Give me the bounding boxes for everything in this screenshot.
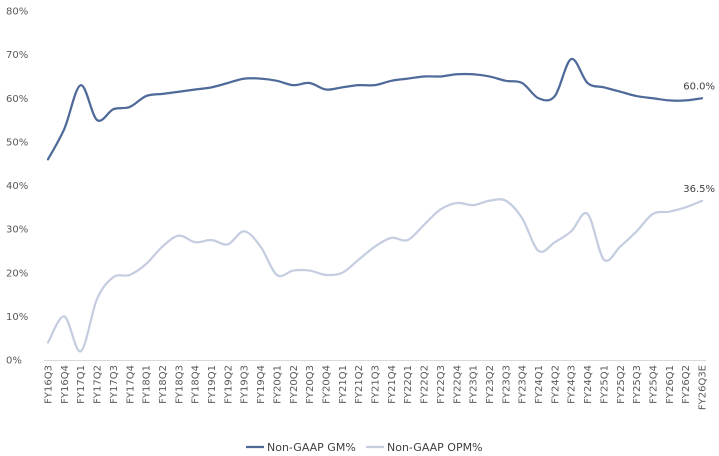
x-tick-label: FY23Q4 — [518, 365, 529, 404]
y-tick-label: 20% — [6, 268, 28, 279]
x-tick-label: FY20Q1 — [272, 365, 283, 404]
y-tick-label: 50% — [6, 137, 28, 148]
legend-label: Non-GAAP OPM% — [387, 441, 483, 454]
x-tick-label: FY24Q4 — [583, 365, 594, 404]
x-tick-label: FY23Q3 — [501, 365, 512, 404]
x-tick-label: FY17Q4 — [125, 365, 136, 404]
legend: Non-GAAP GM% Non-GAAP OPM% — [246, 441, 483, 454]
x-tick-label: FY20Q2 — [289, 365, 300, 404]
x-tick-label: FY18Q1 — [142, 365, 153, 404]
y-tick-label: 80% — [6, 7, 28, 18]
x-tick-label: FY25Q1 — [599, 365, 610, 404]
x-tick-label: FY25Q2 — [616, 365, 627, 404]
x-tick-label: FY20Q4 — [321, 365, 332, 404]
x-tick-label: FY22Q3 — [436, 365, 447, 404]
x-tick-label: FY19Q3 — [240, 365, 251, 404]
x-tick-label: FY22Q1 — [403, 365, 414, 404]
y-tick-label: 10% — [6, 312, 28, 323]
x-tick-label: FY23Q1 — [469, 365, 480, 404]
end-label-gm: 60.0% — [683, 81, 715, 92]
x-tick-label: FY17Q2 — [93, 365, 104, 404]
x-tick-label: FY17Q1 — [76, 365, 87, 404]
x-tick-label: FY20Q3 — [305, 365, 316, 404]
x-tick-label: FY18Q4 — [191, 365, 202, 404]
series-line-opm — [46, 198, 704, 353]
x-tick-label: FY24Q1 — [534, 365, 545, 404]
x-tick-label: FY22Q4 — [452, 365, 463, 404]
x-tick-label: FY19Q4 — [256, 365, 267, 404]
y-axis: 0% 10% 20% 30% 40% 50% 60% 70% 80% — [6, 7, 28, 367]
x-tick-label: FY26Q2 — [681, 365, 692, 404]
x-tick-label: FY22Q2 — [420, 365, 431, 404]
series-layer — [46, 57, 704, 353]
series-line-gm — [46, 57, 704, 161]
y-tick-label: 40% — [6, 181, 28, 192]
x-tick-label: FY16Q3 — [44, 365, 55, 404]
y-tick-label: 30% — [6, 225, 28, 236]
y-tick-label: 70% — [6, 50, 28, 61]
x-tick-label: FY26Q3E — [698, 365, 709, 410]
x-tick-label: FY25Q4 — [648, 365, 659, 404]
legend-label: Non-GAAP GM% — [267, 441, 356, 454]
x-tick-label: FY21Q2 — [354, 365, 365, 404]
x-tick-label: FY24Q3 — [567, 365, 578, 404]
x-tick-label: FY26Q1 — [665, 365, 676, 404]
end-labels: 60.0% 36.5% — [683, 81, 715, 195]
x-tick-label: FY16Q4 — [60, 365, 71, 404]
x-tick-label: FY25Q3 — [632, 365, 643, 404]
x-tick-label: FY21Q3 — [371, 365, 382, 404]
x-tick-label: FY21Q4 — [387, 365, 398, 404]
x-axis: FY16Q3 FY16Q4 FY17Q1 FY17Q2 FY17Q3 FY17Q4 FY18… — [44, 360, 709, 410]
x-tick-label: FY18Q2 — [158, 365, 169, 404]
y-tick-label: 60% — [6, 94, 28, 105]
x-tick-label: FY21Q1 — [338, 365, 349, 404]
y-tick-label: 0% — [6, 356, 22, 367]
x-tick-label: FY23Q2 — [485, 365, 496, 404]
x-tick-label: FY18Q3 — [174, 365, 185, 404]
x-tick-label: FY19Q2 — [223, 365, 234, 404]
x-tick-label: FY24Q2 — [550, 365, 561, 404]
end-label-opm: 36.5% — [683, 184, 715, 195]
x-tick-label: FY17Q3 — [109, 365, 120, 404]
x-tick-label: FY19Q1 — [207, 365, 218, 404]
